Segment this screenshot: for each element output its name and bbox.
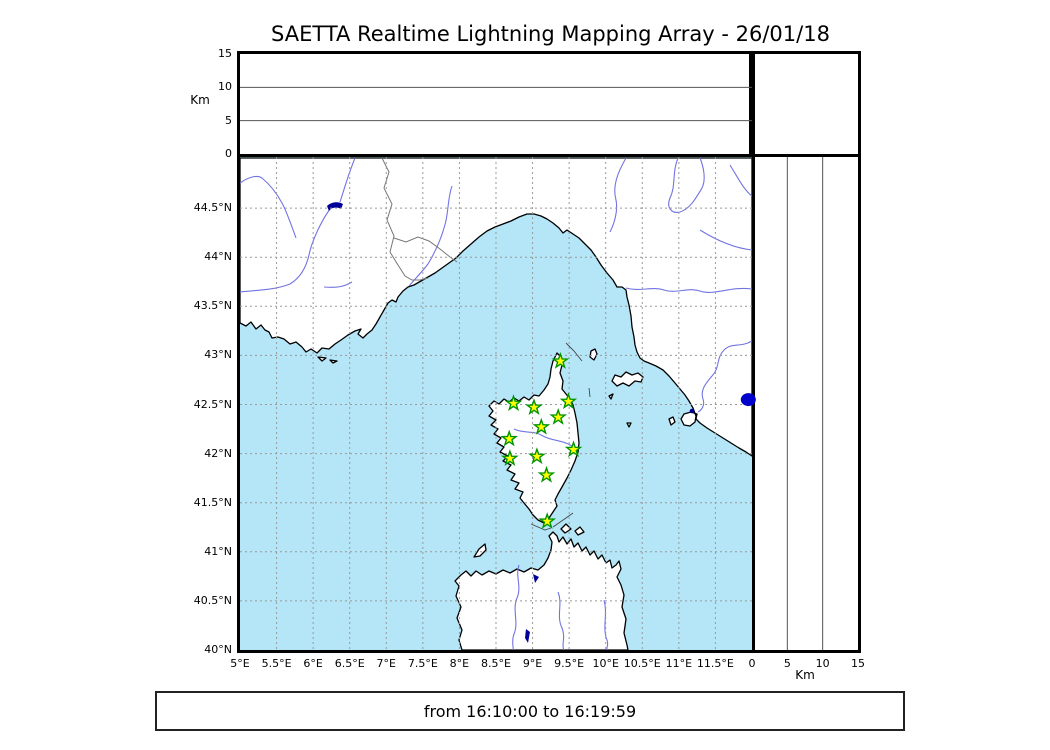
- alt-tick-label-left: 5: [225, 113, 232, 127]
- station-star: [538, 512, 556, 529]
- station-star: [551, 352, 570, 369]
- lat-tick-label: 43°N: [204, 348, 232, 362]
- lat-tick-label: 41.5°N: [193, 495, 232, 509]
- lon-tick-label: 8°E: [449, 657, 470, 670]
- station-star: [559, 392, 578, 410]
- capraia-island: [589, 348, 598, 361]
- altitude-longitude-canvas: [240, 86, 752, 122]
- hyeres-island-1: [317, 356, 327, 362]
- altitude-latitude-canvas: [786, 157, 824, 650]
- asinara-island: [473, 543, 487, 558]
- lat-tick-label: 41°N: [204, 544, 232, 558]
- station-star: [525, 398, 543, 416]
- alt-tick-label-bottom: 5: [783, 657, 791, 670]
- elba-island: [611, 371, 644, 387]
- lat-tick-label: 42°N: [204, 446, 232, 460]
- lat-tick-label: 40.5°N: [193, 593, 232, 607]
- hyeres-island-2: [329, 359, 338, 364]
- map-canvas: [240, 157, 752, 650]
- sardinia-coast: [454, 531, 629, 650]
- alt-tick-label-bottom: 10: [815, 657, 830, 670]
- lat-tick-label: 42.5°N: [193, 397, 232, 411]
- lon-tick-label: 9°E: [522, 657, 543, 670]
- maritime-lines: [530, 342, 591, 531]
- lon-tick-label: 9.5°E: [554, 657, 585, 670]
- lat-tick-label: 40°N: [204, 643, 232, 656]
- figure-title: SAETTA Realtime Lightning Mapping Array …: [271, 22, 830, 46]
- lon-tick-label: 6.5°E: [334, 657, 365, 670]
- lon-tick-label: 11.5°E: [696, 657, 734, 670]
- lon-tick-label: 10°E: [592, 657, 619, 670]
- altitude-unit-left: Km: [190, 93, 210, 107]
- station-star: [549, 408, 567, 425]
- time-range-label: from 16:10:00 to 16:19:59: [423, 701, 637, 721]
- lat-tick-label: 43.5°N: [193, 299, 232, 313]
- alt-tick-label-bottom: 15: [851, 657, 865, 670]
- alt-tick-label-bottom: 0: [748, 657, 756, 670]
- station-star: [500, 449, 519, 467]
- alt-tick-label-left: 15: [218, 47, 232, 60]
- giglio-island: [668, 416, 676, 426]
- lat-tick-label: 44.5°N: [193, 201, 232, 215]
- station-star: [532, 417, 551, 435]
- lon-tick-label: 5°E: [230, 657, 250, 670]
- graticule-grid: [240, 157, 752, 650]
- montecristo-island: [626, 422, 632, 428]
- station-star: [537, 465, 556, 483]
- lon-tick-label: 8.5°E: [481, 657, 511, 670]
- alt-tick-label-left: 0: [225, 147, 232, 160]
- altitude-unit-bottom: Km: [795, 668, 815, 682]
- lon-tick-label: 5.5°E: [261, 657, 292, 670]
- station-stars: [500, 352, 583, 529]
- lon-tick-label: 7.5°E: [407, 657, 438, 670]
- station-star: [504, 394, 523, 412]
- station-star: [564, 440, 583, 458]
- station-star: [500, 429, 518, 447]
- lon-tick-label: 7°E: [376, 657, 396, 670]
- alt-tick-label-left: 10: [218, 80, 232, 94]
- pianosa-island: [608, 393, 614, 400]
- lon-tick-label: 6°E: [303, 657, 323, 670]
- maddalena-island-1: [560, 523, 572, 534]
- time-range-box: from 16:10:00 to 16:19:59: [155, 691, 905, 731]
- maddalena-island-2: [574, 526, 585, 536]
- lon-tick-label: 10.5°E: [623, 657, 661, 670]
- corner-panel: [749, 51, 861, 157]
- lakes: [327, 202, 695, 643]
- station-star: [528, 447, 546, 465]
- corsica-coast: [488, 352, 580, 524]
- lon-tick-label: 11°E: [665, 657, 693, 670]
- lat-tick-label: 44°N: [204, 250, 232, 264]
